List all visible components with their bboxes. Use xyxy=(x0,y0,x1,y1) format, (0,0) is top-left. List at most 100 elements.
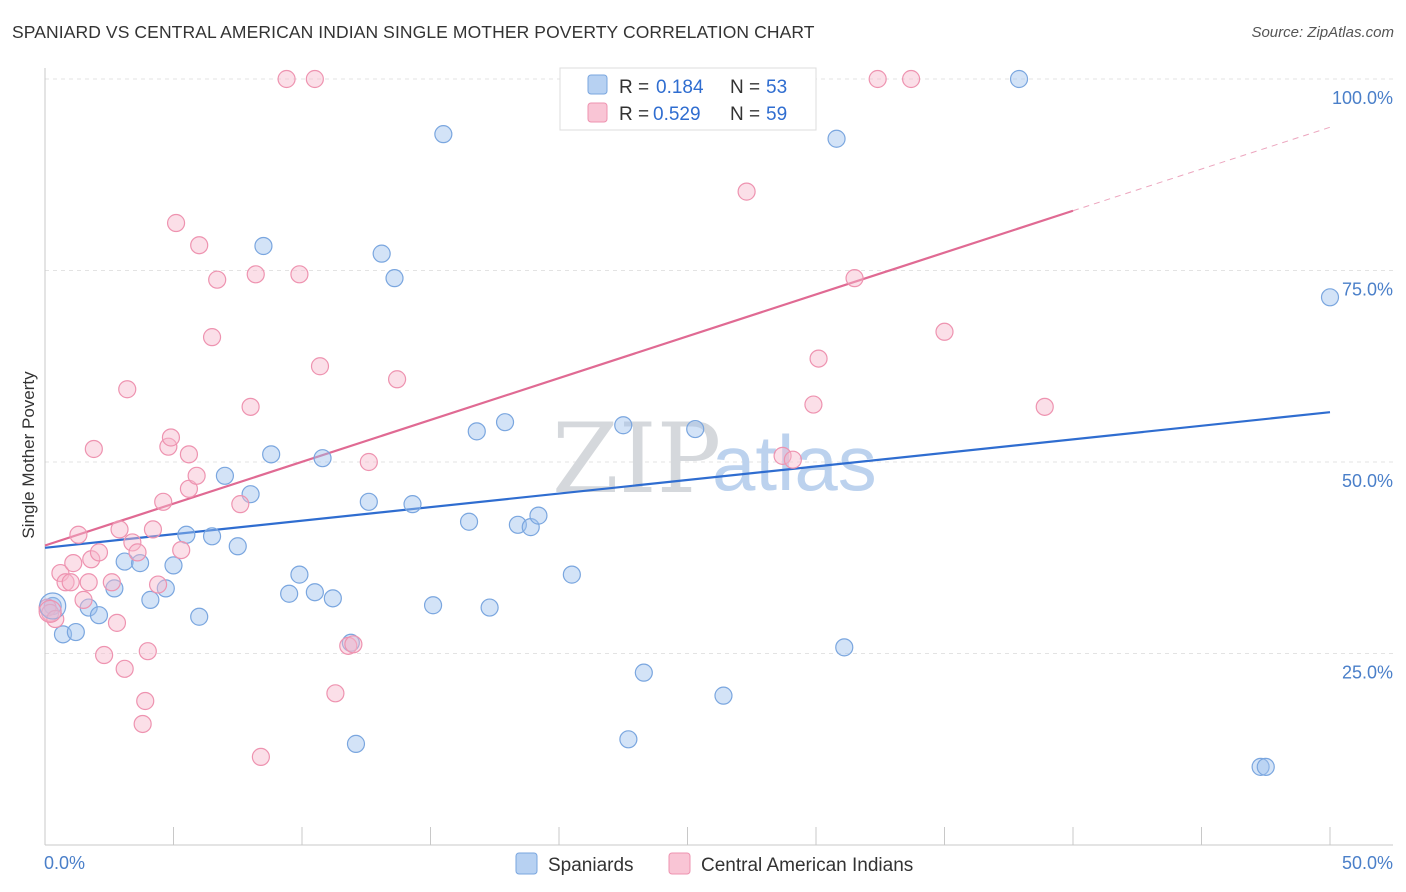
spaniards-point xyxy=(495,413,515,432)
spaniards-point xyxy=(115,552,134,571)
spaniards-point xyxy=(305,583,324,602)
cai-point xyxy=(241,397,260,416)
cai-point xyxy=(310,357,330,376)
cai-point xyxy=(69,525,88,544)
cai-trend-line-extension xyxy=(1072,126,1331,212)
cai-point xyxy=(64,554,83,573)
spaniards-point xyxy=(1251,757,1270,776)
y-tick-label: 100.0% xyxy=(1332,88,1393,108)
spaniards-point-cluster xyxy=(39,592,67,620)
cai-point xyxy=(202,328,222,347)
cai-point xyxy=(187,466,206,485)
cai-point xyxy=(773,446,792,465)
spaniards-point xyxy=(459,512,479,531)
legend-bottom-spaniards: Spaniards xyxy=(548,855,634,876)
legend-n-label-2: N = xyxy=(730,104,760,125)
spaniards-point xyxy=(1256,757,1275,776)
cai-point xyxy=(143,520,163,539)
cai-trend-line xyxy=(44,209,1074,547)
cai-point xyxy=(179,445,199,464)
legend-n-value-2: 59 xyxy=(766,104,787,125)
cai-point xyxy=(208,270,227,289)
legend-bottom-swatch-spaniards xyxy=(515,852,538,875)
cai-point xyxy=(133,714,152,734)
legend-n-label-1: N = xyxy=(730,77,760,98)
cai-point xyxy=(868,69,887,89)
spaniards-point xyxy=(141,590,160,609)
y-tick-label: 75.0% xyxy=(1342,280,1393,300)
spaniards-point xyxy=(480,598,499,617)
spaniards-point xyxy=(215,466,234,485)
spaniards-point xyxy=(254,236,273,256)
legend-r-label-2: R = xyxy=(619,104,649,125)
cai-point xyxy=(84,439,103,459)
legend-r-value-1: 0.184 xyxy=(656,77,704,98)
spaniards-trend-line xyxy=(44,411,1331,549)
trend-lines xyxy=(44,126,1331,549)
spaniards-point xyxy=(423,596,443,615)
legend-swatch-spaniards xyxy=(587,74,608,95)
cai-point xyxy=(128,543,147,562)
cai-point xyxy=(61,573,80,592)
x-tick-label: 0.0% xyxy=(44,853,85,873)
cai-point xyxy=(901,69,921,89)
y-tick-label: 25.0% xyxy=(1342,663,1393,683)
spaniards-point xyxy=(619,730,638,749)
cai-point xyxy=(56,573,75,592)
spaniards-point xyxy=(1009,69,1029,89)
cai-point xyxy=(110,520,129,539)
cai-point xyxy=(344,635,363,654)
spaniards-point xyxy=(290,565,309,584)
legend-swatch-cai xyxy=(587,102,608,123)
cai-point xyxy=(115,659,134,678)
cai-point xyxy=(1035,397,1054,416)
legend-r-label-1: R = xyxy=(619,77,649,98)
spaniards-point xyxy=(385,269,404,288)
data-points xyxy=(38,69,1340,776)
legend-top: R = 0.184 N = 53 R = 0.529 N = 59 xyxy=(559,67,817,131)
cai-point xyxy=(95,645,114,665)
spaniards-point xyxy=(313,449,332,468)
spaniards-point xyxy=(323,589,342,608)
watermark: ZIP atlas xyxy=(552,403,877,515)
spaniards-point xyxy=(835,638,854,657)
spaniards-point xyxy=(280,584,299,603)
cai-point xyxy=(935,322,954,341)
spaniards-point xyxy=(346,734,366,753)
cai-point xyxy=(123,533,142,552)
spaniards-point xyxy=(372,244,391,263)
cai-point xyxy=(161,428,181,447)
cai-point xyxy=(737,182,756,201)
cai-point xyxy=(305,69,324,89)
cai-point xyxy=(82,550,101,569)
cai-point xyxy=(107,613,127,632)
cai-point xyxy=(118,380,137,399)
spaniards-point xyxy=(614,416,633,435)
axis-ticks: 25.0% 50.0% 75.0% 100.0% 0.0% 50.0% xyxy=(44,88,1393,873)
watermark-zip: ZIP xyxy=(552,403,721,515)
cai-point xyxy=(359,452,378,472)
spaniards-point xyxy=(467,422,486,441)
legend-bottom-cai: Central American Indians xyxy=(701,855,913,876)
spaniards-point xyxy=(686,419,705,439)
source-label: Source: ZipAtlas.com xyxy=(1251,24,1394,41)
legend-bottom: Spaniards Central American Indians xyxy=(515,852,913,876)
cai-point xyxy=(326,684,345,703)
cai-point xyxy=(148,575,168,594)
spaniards-point xyxy=(434,125,453,144)
spaniards-point xyxy=(562,565,581,584)
cai-point xyxy=(89,543,109,562)
y-tick-label: 50.0% xyxy=(1342,471,1393,491)
cai-point xyxy=(136,691,155,711)
spaniards-point xyxy=(66,622,85,642)
spaniards-point xyxy=(403,495,422,514)
cai-point xyxy=(783,450,802,469)
cai-point xyxy=(277,69,296,89)
cai-point xyxy=(74,590,93,609)
cai-point xyxy=(845,269,864,288)
legend-bottom-swatch-cai xyxy=(668,852,691,875)
cai-point xyxy=(231,495,250,514)
spaniards-point xyxy=(202,527,222,546)
cai-point-cluster xyxy=(38,599,62,623)
